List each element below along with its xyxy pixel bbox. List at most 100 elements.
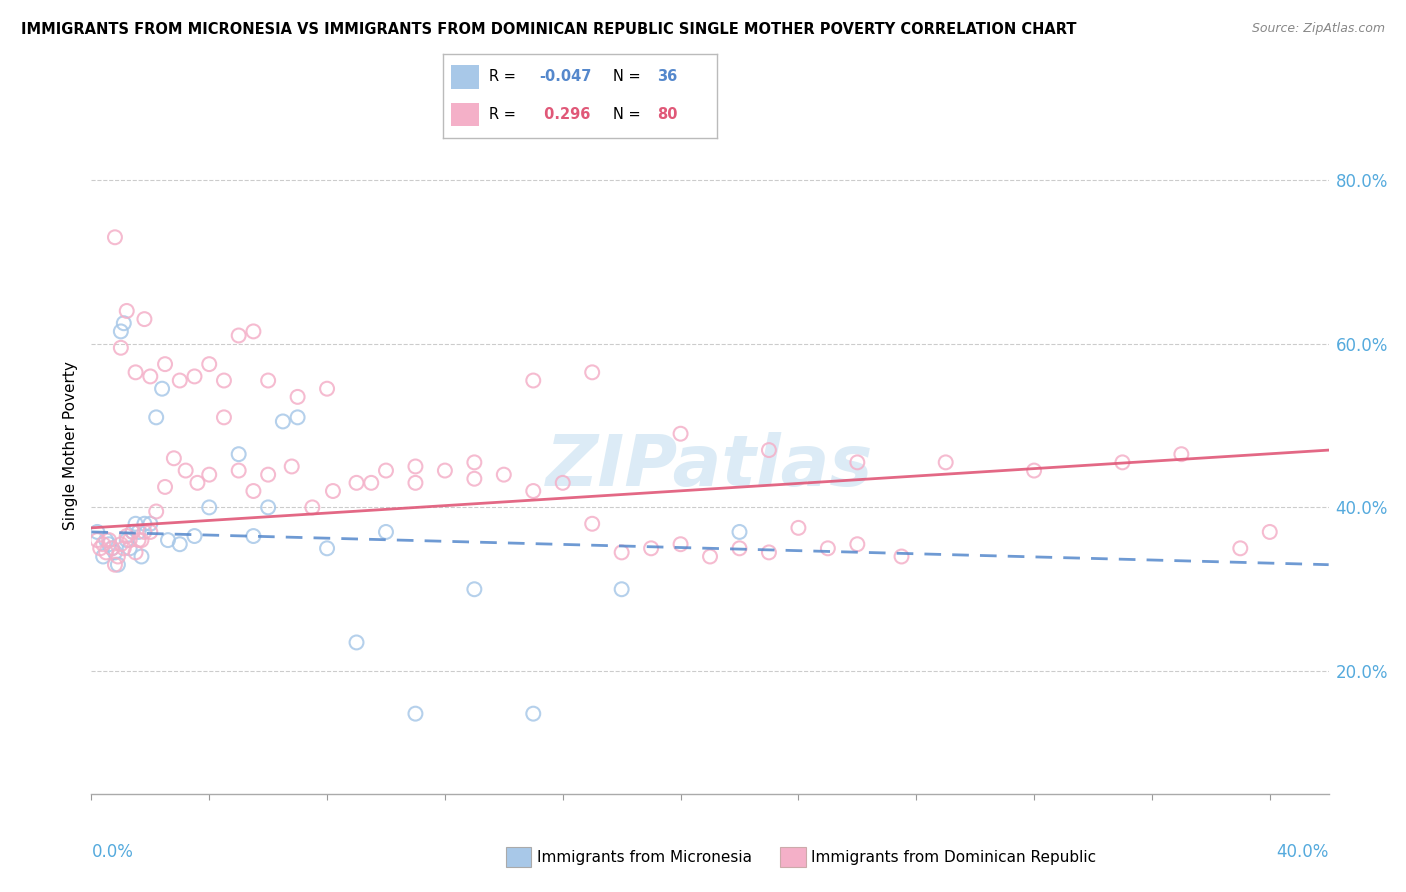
Point xyxy=(404,475,426,490)
Point xyxy=(610,545,633,559)
Point xyxy=(110,537,132,551)
Point xyxy=(322,483,344,498)
FancyBboxPatch shape xyxy=(451,65,478,89)
Point xyxy=(183,529,205,543)
Point xyxy=(104,230,127,244)
Point xyxy=(128,524,150,539)
Y-axis label: Single Mother Poverty: Single Mother Poverty xyxy=(62,361,77,531)
Point xyxy=(228,328,250,343)
Point xyxy=(198,500,221,515)
Point xyxy=(890,549,912,564)
Point xyxy=(1258,524,1281,539)
Point xyxy=(124,545,146,559)
Point xyxy=(463,472,485,486)
Point xyxy=(1170,447,1192,461)
Text: R =: R = xyxy=(489,107,516,122)
Point xyxy=(758,443,780,458)
Point xyxy=(115,533,138,548)
Point xyxy=(301,500,323,515)
Point xyxy=(522,374,544,388)
Point xyxy=(101,541,124,556)
Point xyxy=(228,447,250,461)
Point xyxy=(581,516,603,531)
Text: R =: R = xyxy=(489,69,516,84)
Point xyxy=(94,533,117,548)
Point xyxy=(316,382,339,396)
Text: Immigrants from Micronesia: Immigrants from Micronesia xyxy=(537,850,752,864)
Point xyxy=(242,483,264,498)
Point xyxy=(346,475,368,490)
Point xyxy=(107,558,129,572)
Point xyxy=(183,369,205,384)
Point xyxy=(86,524,108,539)
Point xyxy=(758,545,780,559)
Point xyxy=(153,357,176,371)
Point xyxy=(131,533,153,548)
Text: ZIPatlas: ZIPatlas xyxy=(547,433,873,501)
Point xyxy=(104,545,127,559)
Point xyxy=(115,304,138,318)
Point xyxy=(257,500,280,515)
Point xyxy=(846,537,869,551)
Point xyxy=(134,516,156,531)
Point xyxy=(257,374,280,388)
Point xyxy=(522,706,544,721)
Point xyxy=(257,467,280,482)
Text: 80: 80 xyxy=(657,107,678,122)
Point xyxy=(145,410,167,425)
Point xyxy=(287,390,309,404)
Point xyxy=(375,464,398,478)
Point xyxy=(198,357,221,371)
Point xyxy=(107,549,129,564)
Point xyxy=(669,537,692,551)
Point xyxy=(198,467,221,482)
Point xyxy=(242,325,264,339)
Point xyxy=(787,521,810,535)
Point xyxy=(124,516,146,531)
Point xyxy=(935,455,957,469)
Point xyxy=(139,524,162,539)
Text: -0.047: -0.047 xyxy=(538,69,592,84)
Point xyxy=(316,541,339,556)
Point xyxy=(124,365,146,379)
Point xyxy=(699,549,721,564)
Point xyxy=(94,545,117,559)
FancyBboxPatch shape xyxy=(451,103,478,127)
Point xyxy=(271,414,294,428)
Point xyxy=(112,316,135,330)
Point xyxy=(433,464,456,478)
Point xyxy=(669,426,692,441)
Point xyxy=(404,706,426,721)
Point xyxy=(121,524,143,539)
Point xyxy=(150,382,173,396)
Point xyxy=(169,374,191,388)
Point xyxy=(1111,455,1133,469)
Point xyxy=(375,524,398,539)
Point xyxy=(242,529,264,543)
Text: N =: N = xyxy=(613,69,641,84)
Point xyxy=(153,480,176,494)
Text: 0.0%: 0.0% xyxy=(91,843,134,861)
Point xyxy=(287,410,309,425)
Text: IMMIGRANTS FROM MICRONESIA VS IMMIGRANTS FROM DOMINICAN REPUBLIC SINGLE MOTHER P: IMMIGRANTS FROM MICRONESIA VS IMMIGRANTS… xyxy=(21,22,1077,37)
Point xyxy=(581,365,603,379)
Point xyxy=(610,582,633,597)
Point xyxy=(492,467,515,482)
Point xyxy=(463,582,485,597)
Point xyxy=(118,533,141,548)
Point xyxy=(98,533,121,548)
Point xyxy=(522,483,544,498)
Text: 0.296: 0.296 xyxy=(538,107,591,122)
Point xyxy=(1022,464,1045,478)
Point xyxy=(86,533,108,548)
Point xyxy=(110,325,132,339)
Point xyxy=(817,541,839,556)
Point xyxy=(104,558,127,572)
Point xyxy=(128,533,150,548)
Point xyxy=(98,537,121,551)
Point xyxy=(110,341,132,355)
Point xyxy=(89,541,111,556)
Point xyxy=(1229,541,1251,556)
Point xyxy=(360,475,382,490)
Text: 40.0%: 40.0% xyxy=(1277,843,1329,861)
